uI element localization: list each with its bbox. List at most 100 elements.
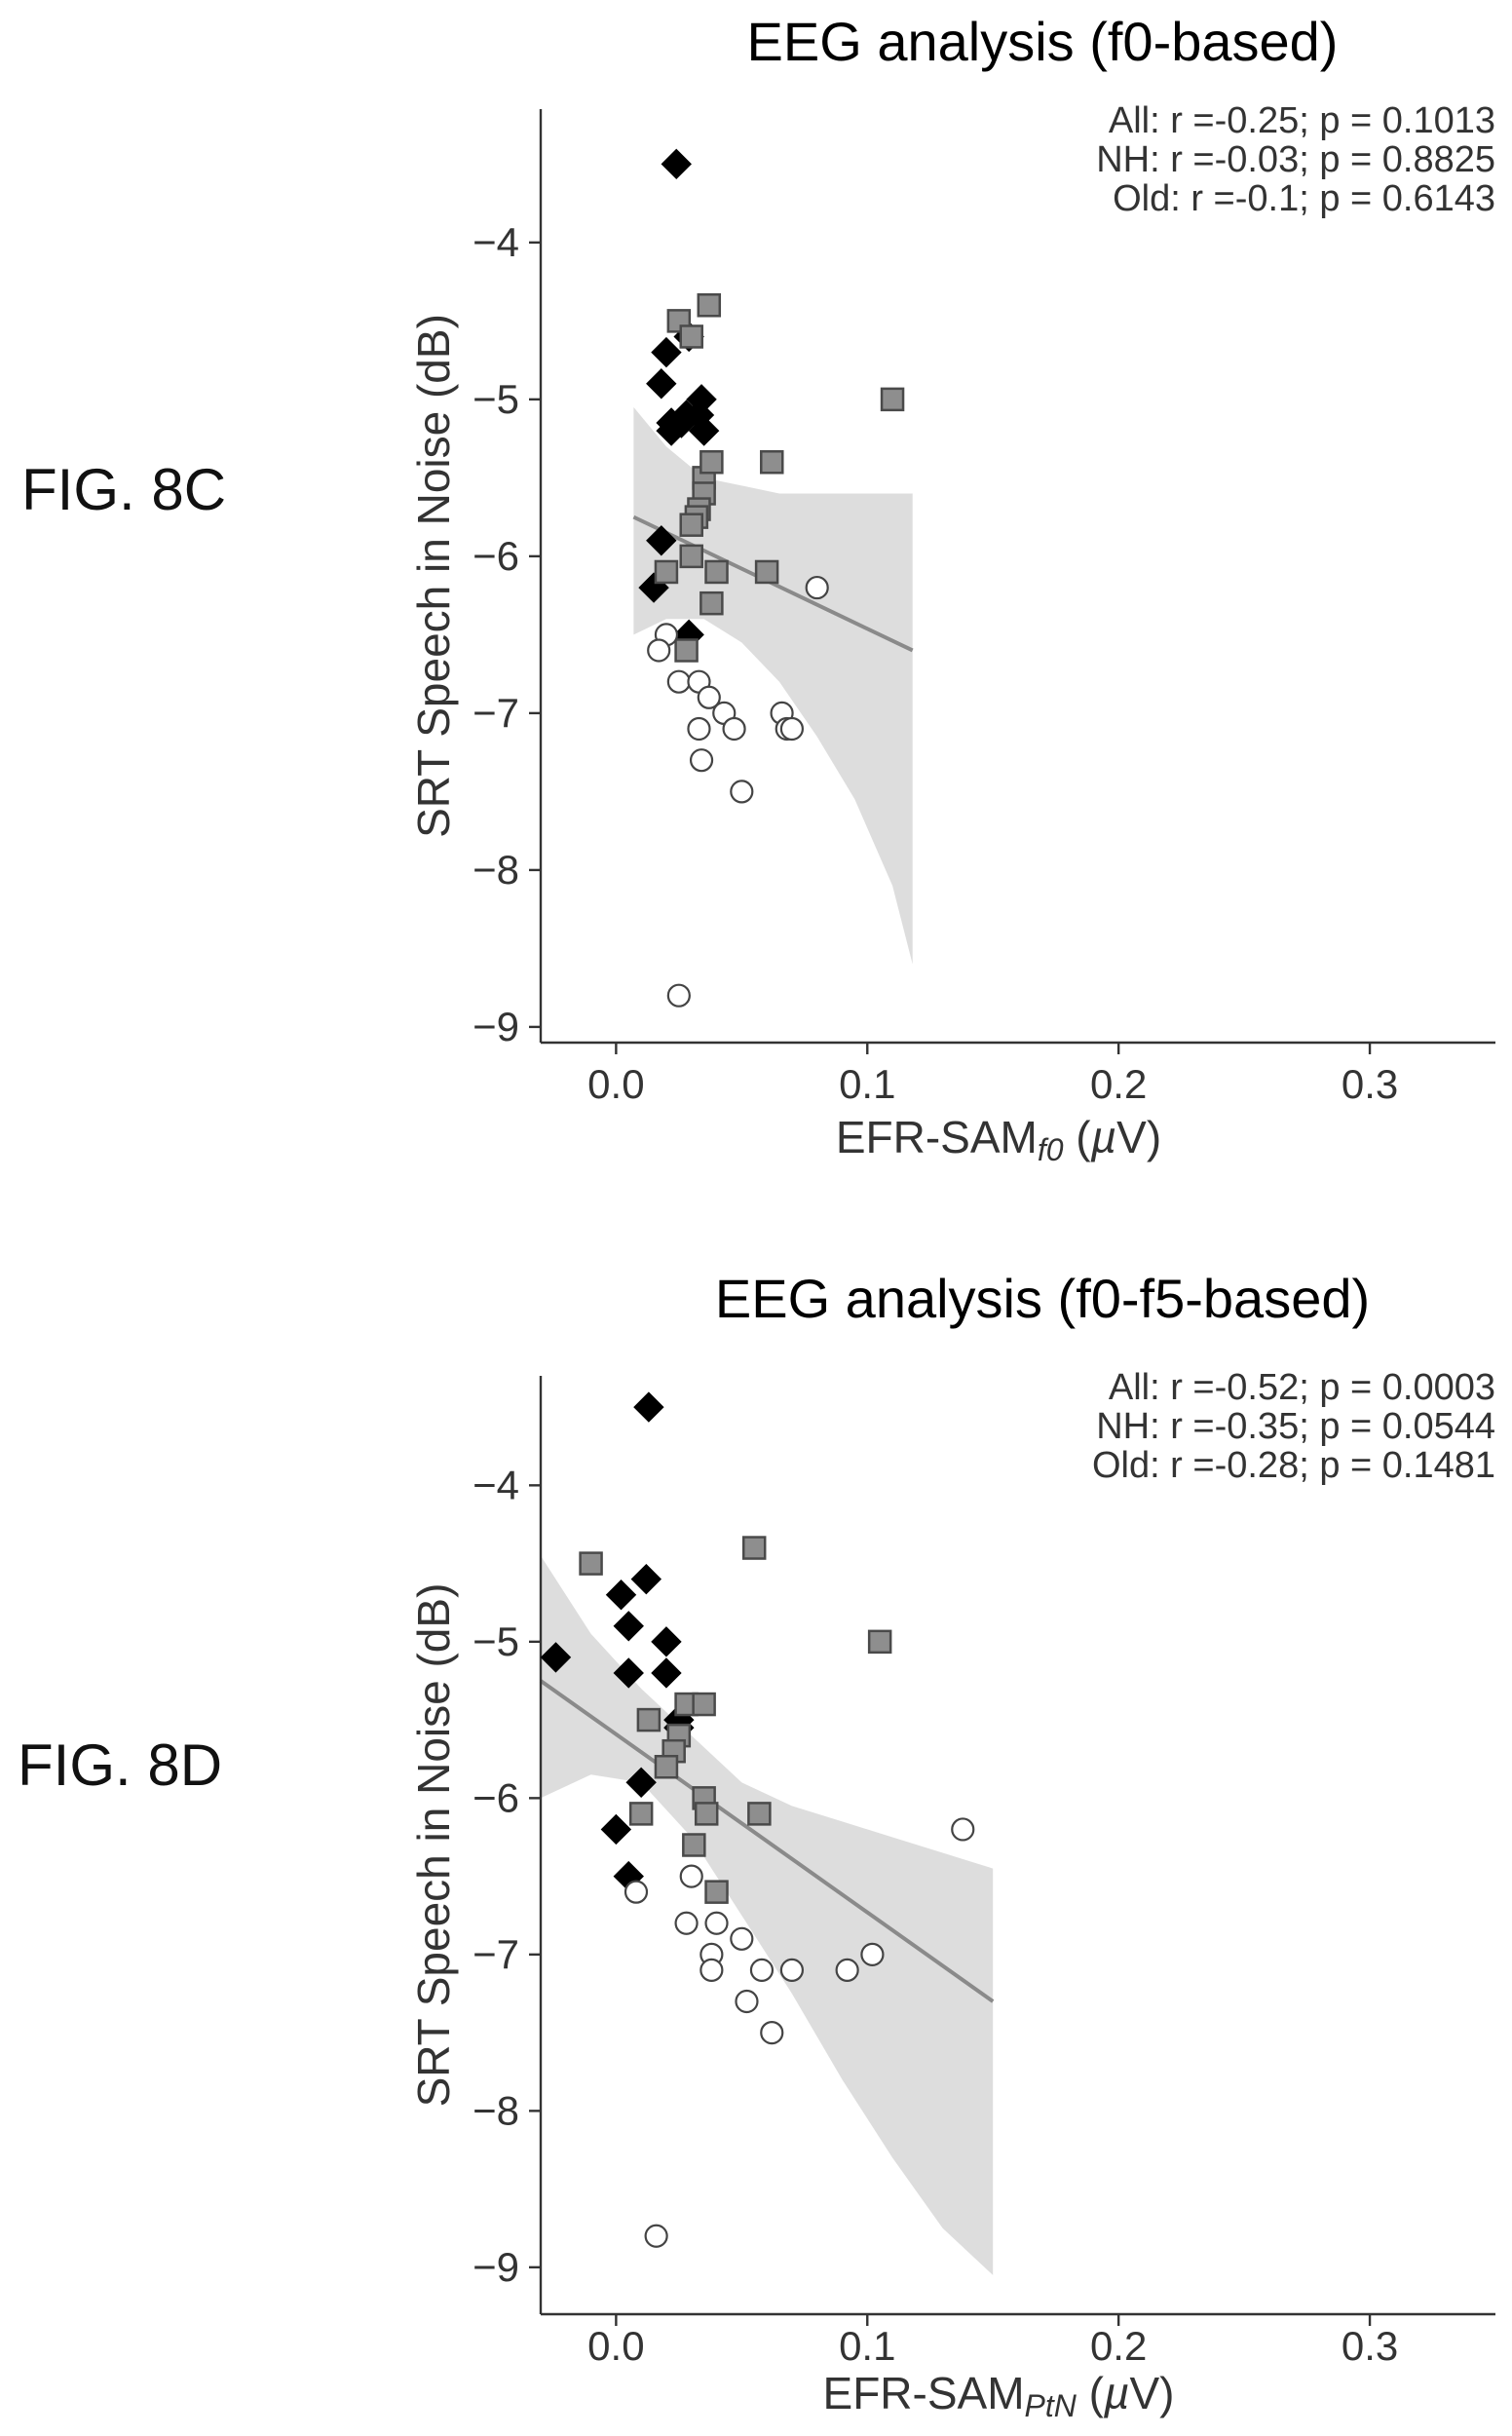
y-tick-label: −8 [472,847,519,893]
data-point-square [704,559,729,585]
y-tick-label: −6 [472,533,519,579]
x-axis-title-unit-open: ( [1077,2368,1105,2418]
data-point-circle [704,1911,729,1935]
data-point-square [741,1536,767,1560]
x-axis-title-unit-close: V) [1129,2368,1174,2418]
data-point-circle [697,685,721,709]
data-point-circle [730,1926,754,1951]
stats-annotation: NH: r =-0.35; p = 0.0544 [1096,1406,1495,1447]
data-point-square [704,1880,729,1904]
x-axis-title-subscript: f0 [1038,1132,1064,1167]
x-axis-title: EFR-SAMf0 (µV) [836,1112,1161,1167]
data-point-circle [689,748,714,773]
data-point-diamond [665,407,698,438]
y-tick-label: −7 [472,1931,519,1977]
data-point-circle [951,1817,975,1842]
figure-label-8c: FIG. 8C [21,457,227,522]
y-tick-label: −6 [472,1774,519,1820]
data-point-square [654,559,679,585]
data-point-circle [666,983,691,1008]
data-point-circle [860,1942,885,1966]
data-point-diamond [646,525,677,556]
data-point-diamond [600,1813,632,1846]
data-point-diamond [651,336,682,368]
x-axis-title-main: EFR-SAM [823,2368,1025,2418]
x-axis-title-subscript: PtN [1025,2388,1077,2423]
data-point-diamond [613,1657,644,1689]
data-point-square [679,324,703,349]
data-point-square [694,1802,719,1826]
data-point-circle [749,1958,775,1983]
data-point-diamond [625,1767,657,1799]
data-point-circle [779,1958,804,1983]
data-point-square [636,1707,662,1732]
data-point-square [682,1833,706,1857]
data-point-circle [679,1864,703,1888]
data-point-square [760,450,784,475]
y-tick-label: −9 [472,2244,519,2290]
stats-annotation: All: r =-0.52; p = 0.0003 [1109,1367,1495,1408]
data-point-circle [805,575,829,600]
regression-line [539,1679,995,2003]
chart-title: EEG analysis (f0-based) [747,11,1339,72]
y-tick-label: −5 [472,376,519,422]
x-tick-label: 0.0 [587,1061,644,1107]
data-point-diamond [646,368,677,400]
x-tick-label: 0.2 [1090,1061,1147,1107]
data-point-circle [624,1880,649,1904]
x-tick-label: 0.3 [1342,2323,1398,2369]
data-point-diamond [633,1391,664,1423]
data-point-diamond [630,1563,662,1595]
data-point-circle [666,669,691,694]
x-axis-title-unit-close: V) [1116,1112,1161,1162]
stats-annotation: NH: r =-0.03; p = 0.8825 [1096,139,1495,180]
data-point-square [679,544,703,569]
data-point-diamond [661,148,692,180]
y-tick-label: −4 [472,219,519,265]
data-point-square [579,1551,603,1576]
x-tick-label: 0.2 [1090,2323,1147,2369]
x-axis-title: EFR-SAMPtN (µV) [823,2368,1175,2423]
data-point-circle [735,1989,759,2014]
data-point-circle [722,716,746,742]
stats-annotation: Old: r =-0.1; p = 0.6143 [1113,178,1495,219]
data-point-square [679,513,703,537]
data-point-diamond [605,1579,637,1611]
stats-annotation: Old: r =-0.28; p = 0.1481 [1092,1445,1495,1486]
confidence-band [541,1555,994,2275]
data-point-diamond [613,1611,644,1642]
data-point-square [699,590,724,616]
data-point-square [867,1629,892,1655]
stats-annotation: All: r =-0.25; p = 0.1013 [1109,100,1495,141]
data-point-diamond [540,1642,572,1673]
data-point-circle [699,1958,724,1983]
x-axis-title-unit-open: ( [1064,1112,1092,1162]
scatter-chart-f0: EEG analysis (f0-based) −9 −8 −7 −6 −5 −4 0.0 0.… [408,11,1495,1167]
data-point-circle [674,1911,699,1935]
x-tick-label: 0.1 [839,2323,895,2369]
data-point-square [699,450,724,475]
data-point-square [697,293,722,318]
figure-label-8d: FIG. 8D [18,1732,223,1798]
data-point-square [674,638,699,663]
data-point-square [747,1802,772,1826]
y-axis-title: SRT Speech in Noise (dB) [408,314,459,838]
data-point-circle [644,2224,668,2248]
data-point-circle [779,716,804,742]
x-axis-title-main: EFR-SAM [836,1112,1038,1162]
x-axis-title-unit-mu: µ [1103,2368,1130,2418]
data-point-square [880,387,905,412]
y-tick-label: −8 [472,2087,519,2133]
y-tick-label: −9 [472,1004,519,1049]
data-point-square [654,1755,679,1779]
y-tick-label: −4 [472,1462,519,1507]
data-point-circle [835,1958,859,1983]
data-point-circle [730,780,754,804]
data-point-square [692,1692,716,1717]
x-axis-title-unit-mu: µ [1090,1112,1117,1162]
data-point-square [628,1802,654,1826]
data-point-square [754,559,779,585]
data-point-circle [760,2021,784,2045]
y-tick-label: −7 [472,690,519,736]
